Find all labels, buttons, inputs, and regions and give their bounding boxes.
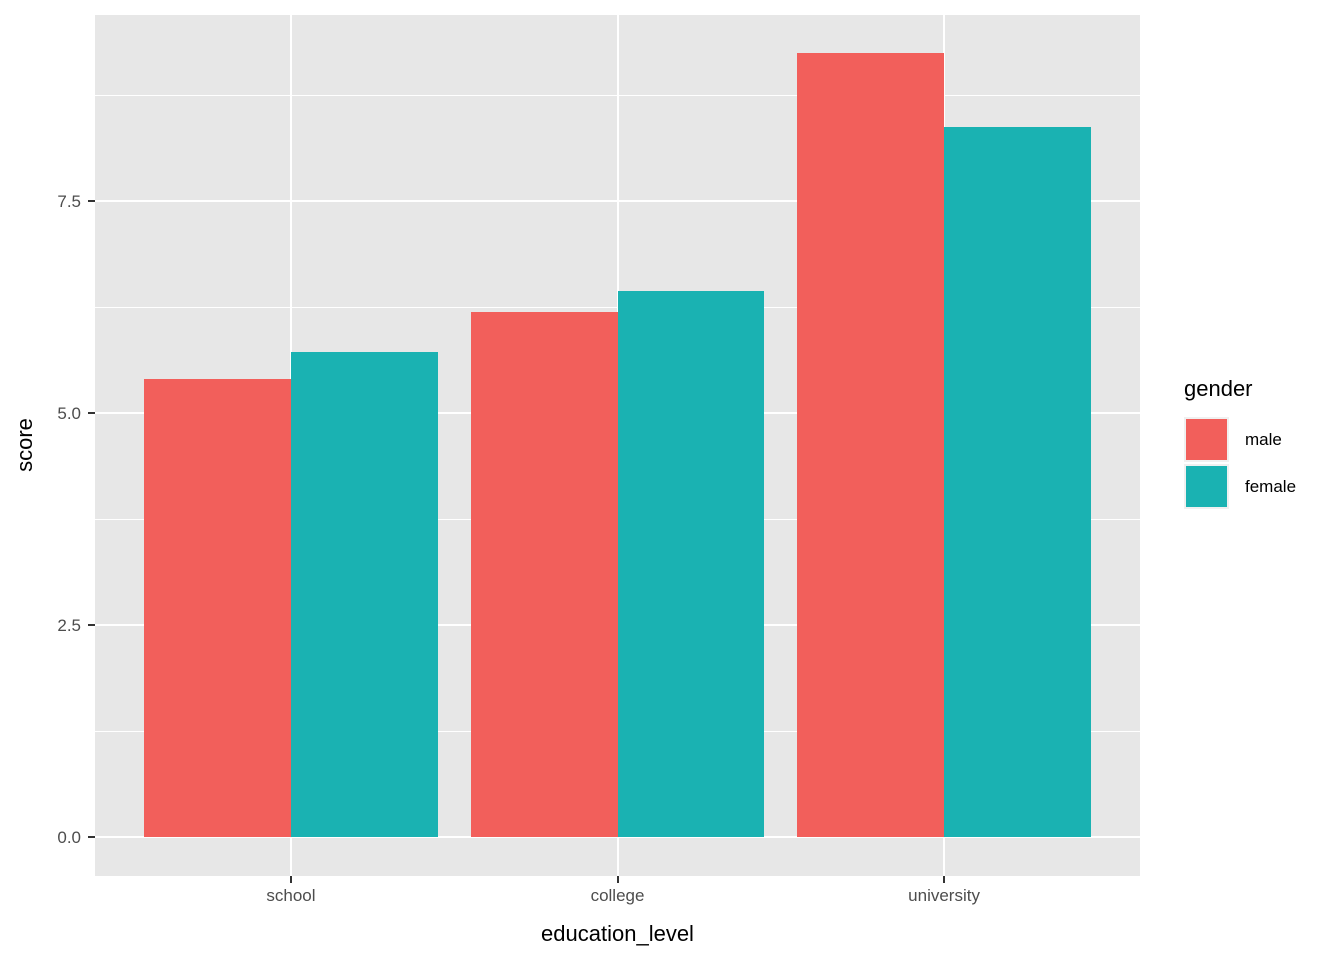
y-tick-mark (88, 412, 95, 415)
y-axis-title: score (12, 418, 37, 472)
legend-swatch-male (1186, 419, 1227, 460)
bar-school-male (143, 379, 291, 837)
x-axis-title: education_level (541, 921, 694, 946)
legend-label-female: female (1245, 476, 1297, 496)
y-tick-label: 7.5 (57, 192, 81, 212)
legend-keys: male female (1184, 417, 1296, 509)
legend-swatch-bg (1184, 464, 1229, 509)
y-tick-mark (88, 836, 95, 839)
plot-panel (95, 15, 1140, 876)
legend-key-female: female (1184, 464, 1296, 509)
y-tick-label: 5.0 (57, 404, 81, 424)
legend: gender male female (1184, 376, 1296, 511)
legend-swatch-bg (1184, 417, 1229, 462)
legend-label-male: male (1245, 429, 1282, 449)
x-tick-label: school (266, 886, 316, 905)
y-tick-mark (88, 624, 95, 627)
x-tick-mark (616, 876, 619, 883)
legend-title: gender (1184, 376, 1253, 401)
y-tick-mark (88, 200, 95, 203)
bar-university-male (797, 53, 945, 837)
legend-swatch-female (1186, 466, 1227, 507)
y-tick-label: 2.5 (57, 616, 81, 636)
bar-college-female (617, 291, 765, 838)
x-tick-label: college (590, 886, 645, 905)
x-tick-mark (289, 876, 292, 883)
x-tick-mark (943, 876, 946, 883)
bar-college-male (470, 311, 618, 837)
bar-school-female (290, 352, 438, 838)
y-tick-label: 0.0 (57, 828, 81, 848)
legend-key-male: male (1184, 417, 1296, 462)
bar-university-female (944, 126, 1092, 837)
x-tick-label: university (908, 886, 980, 905)
